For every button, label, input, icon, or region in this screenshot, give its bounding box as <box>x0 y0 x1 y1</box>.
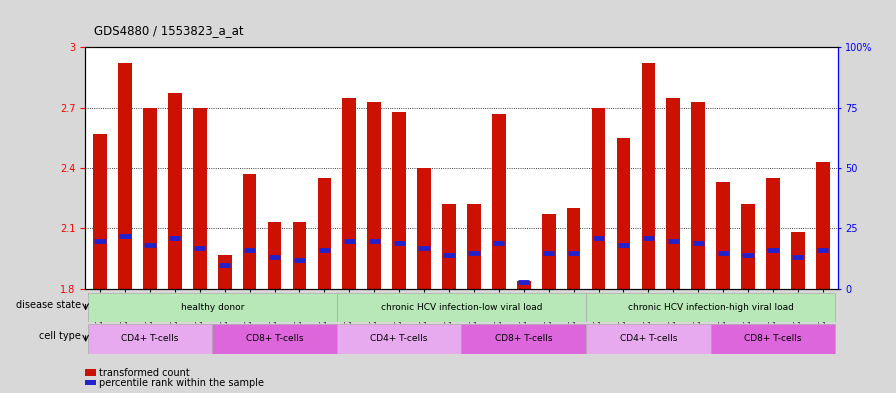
Bar <box>442 204 456 289</box>
Bar <box>88 324 212 354</box>
Bar <box>586 293 835 322</box>
Bar <box>711 324 835 354</box>
Bar <box>118 63 132 289</box>
Bar <box>168 94 182 289</box>
Bar <box>317 178 332 289</box>
Text: CD4+ T-cells: CD4+ T-cells <box>121 334 178 343</box>
Text: healthy donor: healthy donor <box>180 303 244 312</box>
Bar <box>461 324 586 354</box>
Bar <box>642 63 655 289</box>
Text: CD8+ T-cells: CD8+ T-cells <box>246 334 303 343</box>
Bar <box>143 108 157 289</box>
Text: CD4+ T-cells: CD4+ T-cells <box>620 334 677 343</box>
Bar <box>716 182 730 289</box>
Bar <box>692 101 705 289</box>
Bar <box>268 222 281 289</box>
Text: chronic HCV infection-high viral load: chronic HCV infection-high viral load <box>628 303 794 312</box>
Bar <box>293 222 306 289</box>
Text: GDS4880 / 1553823_a_at: GDS4880 / 1553823_a_at <box>94 24 244 37</box>
Text: CD8+ T-cells: CD8+ T-cells <box>495 334 553 343</box>
Bar <box>93 134 107 289</box>
Bar <box>567 208 581 289</box>
Text: CD8+ T-cells: CD8+ T-cells <box>745 334 802 343</box>
Bar <box>418 168 431 289</box>
Bar <box>243 174 256 289</box>
Bar <box>212 324 337 354</box>
Text: CD4+ T-cells: CD4+ T-cells <box>370 334 427 343</box>
Bar <box>816 162 830 289</box>
Text: chronic HCV infection-low viral load: chronic HCV infection-low viral load <box>381 303 542 312</box>
Bar <box>367 101 381 289</box>
Bar <box>392 112 406 289</box>
Bar <box>337 324 461 354</box>
Bar <box>741 204 755 289</box>
Text: percentile rank within the sample: percentile rank within the sample <box>99 378 263 388</box>
Text: disease state: disease state <box>15 299 81 310</box>
Bar <box>88 293 337 322</box>
Bar <box>766 178 780 289</box>
Bar <box>193 108 207 289</box>
Text: transformed count: transformed count <box>99 367 189 378</box>
Bar <box>218 255 231 289</box>
Bar <box>467 204 481 289</box>
Bar <box>586 324 711 354</box>
Bar <box>517 281 530 289</box>
Bar <box>791 232 805 289</box>
Bar <box>492 114 505 289</box>
Bar <box>337 293 586 322</box>
Text: cell type: cell type <box>39 331 81 341</box>
Bar <box>591 108 606 289</box>
Bar <box>342 97 356 289</box>
Bar <box>667 97 680 289</box>
Bar <box>542 214 556 289</box>
Bar <box>616 138 630 289</box>
